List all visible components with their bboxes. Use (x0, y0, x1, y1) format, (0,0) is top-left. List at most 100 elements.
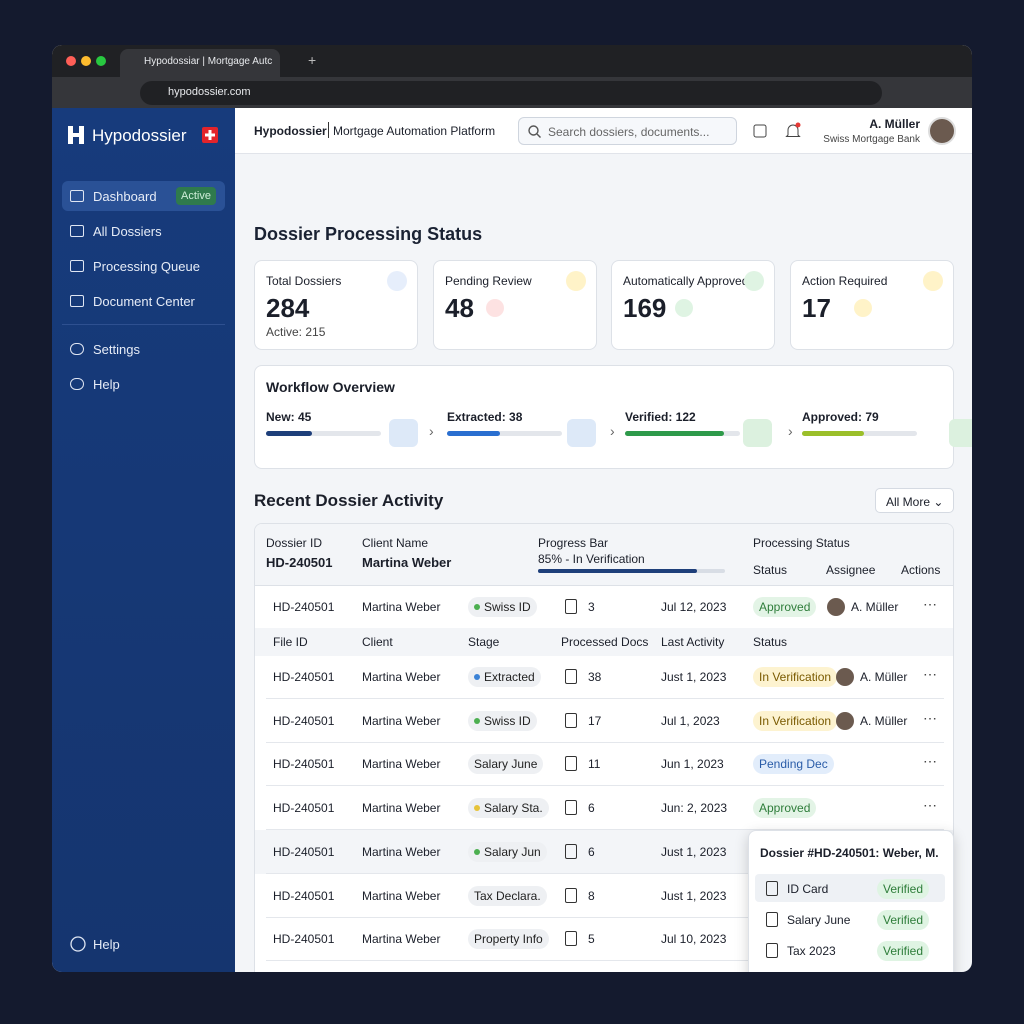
row-actions[interactable]: ⋯ (923, 797, 937, 814)
stage-chip: Salary June (468, 754, 544, 775)
nav-label: Document Center (93, 294, 195, 309)
doc-icon (766, 943, 778, 958)
cell-id: HD-240501 (273, 932, 335, 947)
stat-value: 48 (445, 293, 474, 323)
user-name: A. Müller (869, 117, 920, 131)
doc-icon (565, 843, 577, 859)
step-label: Extracted: 38 (447, 410, 523, 424)
step-label: New: 45 (266, 410, 312, 424)
popup-doc: ID Card (787, 882, 829, 896)
doc-icon (565, 931, 577, 947)
header-subtitle: Mortgage Automation Platform (333, 124, 496, 138)
nav-item[interactable]: Document Center (62, 286, 225, 316)
popup-doc: Tax 2023 (787, 944, 836, 958)
nav-icon (70, 295, 84, 307)
row-actions[interactable]: ⋯ (923, 596, 937, 612)
cell-assignee: A. Müller (860, 670, 908, 684)
swiss-flag (202, 127, 218, 143)
cell-assignee: A. Müller (851, 600, 899, 614)
chip-label: Verified (883, 882, 924, 896)
popup-doc: Salary June (787, 913, 851, 927)
all-more-button[interactable]: All More ⌄ (875, 488, 954, 513)
step-track (266, 431, 381, 436)
nav-item[interactable]: All Dossiers (62, 216, 225, 246)
logo (68, 126, 84, 144)
stat-value: 284 (266, 293, 310, 323)
help-icon (70, 936, 86, 952)
stat-value: 169 (623, 293, 667, 323)
activity-title: Recent Dossier Activity (254, 491, 444, 510)
nav-item[interactable]: Dashboard (62, 181, 225, 211)
cell-docs: 5 (588, 932, 595, 947)
nav-item[interactable]: Settings (62, 334, 225, 364)
stat-sub: Active: 215 (266, 325, 326, 339)
summary-progress: 85% - In Verification (538, 552, 645, 566)
cell-docs: 6 (588, 801, 595, 816)
step-label: Approved: 79 (802, 410, 879, 424)
workflow-title: Workflow Overview (266, 379, 395, 395)
doc-icon (565, 669, 577, 684)
chip-dot (474, 604, 480, 610)
row-divider (266, 785, 944, 787)
cell-client: Martina Weber (362, 932, 441, 947)
new-tab[interactable]: + (308, 52, 317, 68)
row-actions[interactable]: ⋯ (923, 709, 937, 726)
header-sep (328, 122, 329, 138)
doc-icon (565, 800, 577, 816)
address-bar: hypodossier.com (52, 77, 972, 108)
table-summary (255, 524, 953, 586)
row-actions[interactable]: ⋯ (923, 666, 937, 682)
cell-id: HD-240501 (273, 757, 335, 772)
status-chip: Pending Dec (753, 754, 834, 775)
doc-icon (565, 887, 577, 903)
nav-icon (70, 190, 84, 202)
nav-item[interactable]: Help (62, 369, 225, 399)
stat-icon (566, 271, 586, 291)
user-bank: Swiss Mortgage Bank (823, 134, 920, 145)
stat-value: 17 (802, 293, 831, 323)
row-actions[interactable]: ⋯ (923, 753, 937, 770)
search[interactable] (518, 117, 737, 145)
column-label: Actions (901, 563, 941, 577)
stat-icon (923, 271, 943, 291)
nav-label: All Dossiers (93, 224, 162, 239)
cell-assignee: A. Müller (860, 713, 908, 728)
stage-chip: Swiss ID (468, 710, 537, 731)
step-arrow: › (788, 423, 793, 439)
url-field[interactable] (140, 81, 882, 105)
column-label: Client (362, 635, 393, 649)
cell-id: HD-240501 (273, 713, 335, 728)
doc-icon (766, 881, 778, 896)
stat-card: Total Dossiers 284 Active: 215 (254, 260, 418, 350)
inbox-icon[interactable] (753, 124, 767, 138)
chip-label: Salary June (474, 757, 538, 772)
step-arrow: › (610, 423, 615, 439)
nav-item[interactable]: Processing Queue (62, 251, 225, 281)
stat-label: Automatically Approved (623, 274, 749, 288)
summary-label: Progress Bar (538, 536, 609, 550)
summary-label: Client Name (362, 536, 429, 550)
column-label: File ID (273, 635, 308, 649)
step-icon (567, 419, 596, 447)
cell-date: Just 1, 2023 (661, 844, 727, 859)
bell-icon[interactable] (785, 122, 801, 140)
avatar[interactable] (928, 117, 956, 145)
column-label: Assignee (826, 563, 876, 577)
browser-window: Hypodossiar | Mortgage Autc + hypodossie… (52, 45, 972, 972)
nav-label: Dashboard (93, 189, 157, 204)
step-bar (802, 431, 864, 436)
row-divider (266, 698, 944, 699)
tab[interactable] (120, 49, 280, 77)
chip-label: Extracted (484, 670, 535, 684)
nav-footer[interactable]: Help (62, 929, 225, 959)
window-controls (66, 56, 106, 66)
nav-badge: Active (176, 187, 216, 205)
summary-client: Martina Weber (362, 555, 452, 570)
row-divider (266, 960, 944, 962)
chip-dot (474, 674, 480, 680)
cell-date: Jul 10, 2023 (661, 932, 727, 947)
chip-label: Tax Declara. (474, 888, 541, 903)
step-icon (389, 419, 418, 447)
url: hypodossier.com (168, 86, 251, 98)
stage-chip: Swiss ID (468, 597, 537, 617)
